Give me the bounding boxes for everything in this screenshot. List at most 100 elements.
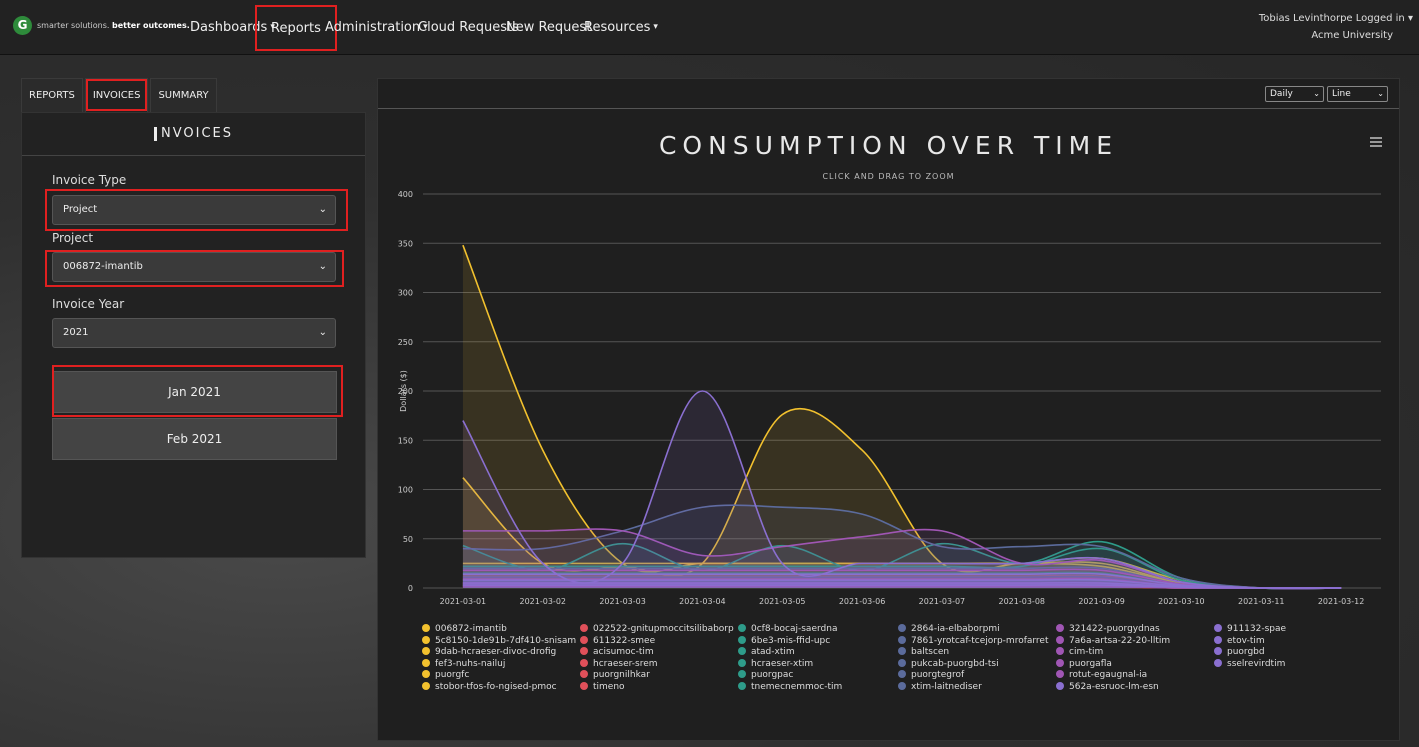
legend-dot-icon [580,635,588,644]
org-name: Acme University [1311,30,1393,41]
legend-label: sselrevirdtim [1227,658,1286,669]
legend-dot-icon [898,624,906,632]
project-select[interactable]: 006872-imantib ⌄ [52,252,336,282]
user-name: Tobias Levinthorpe Logged in [1258,13,1405,24]
legend-item[interactable]: pukcab-puorgbd-tsi [898,658,999,669]
legend-label: 6be3-mis-ffid-upc [751,635,831,646]
legend-item[interactable]: puorgnilhkar [580,670,650,680]
legend-item[interactable]: 562a-esruoc-lm-esn [1056,681,1159,692]
legend-item[interactable]: tnemecnemmoc-tim [738,681,843,692]
series-line-28[interactable] [462,585,1342,589]
report-tabs: REPORTS INVOICES SUMMARY [21,78,219,112]
legend-dot-icon [1056,647,1064,655]
legend-item[interactable]: 006872-imantib [422,624,507,634]
legend-label: 5c8150-1de91b-7df410-snisam [435,635,577,646]
legend-dot-icon [738,635,746,644]
invoice-year-select[interactable]: 2021 ⌄ [52,318,336,348]
legend-item[interactable]: etov-tim [1214,635,1265,646]
legend-item[interactable]: puorgtegrof [898,670,964,680]
y-tick-label: 50 [403,535,413,544]
legend-item[interactable]: puorgpac [738,670,793,680]
chevron-down-icon: ⌄ [1313,89,1320,98]
legend-item[interactable]: fef3-nuhs-nailuj [422,658,506,669]
invoice-type-select[interactable]: Project ⌄ [52,195,336,225]
chevron-down-icon: ⌄ [318,261,327,272]
legend-item[interactable]: 022522-gnitupmoccitsilibaborp [580,624,734,634]
logo-tagline: smarter solutions. better outcomes. [37,21,190,30]
interval-select[interactable]: Daily ⌄ [1265,86,1324,102]
legend-item[interactable]: hcraeser-xtim [738,658,814,669]
legend-item[interactable]: puorgbd [1214,647,1265,657]
legend-item[interactable]: 6be3-mis-ffid-upc [738,635,831,646]
legend-item[interactable]: 0cf8-bocaj-saerdna [738,624,837,634]
legend-label: tnemecnemmoc-tim [751,681,843,692]
legend-label: stobor-tfos-fo-ngised-pmoc [435,681,557,692]
series-line-33[interactable] [462,584,1342,589]
x-tick-label: 2021-03-07 [919,597,966,606]
tab-invoices[interactable]: INVOICES [84,78,149,112]
hamburger-menu-icon[interactable] [1370,137,1382,147]
month-button-feb-2021[interactable]: Feb 2021 [52,418,337,460]
nav-new-request[interactable]: New Request [506,19,592,35]
legend-item[interactable]: puorgfc [422,670,469,680]
legend-item[interactable]: rotut-egaugnal-ia [1056,670,1147,680]
legend-label: rotut-egaugnal-ia [1069,670,1148,680]
legend-item[interactable]: timeno [580,681,625,692]
nav-cloud-requests[interactable]: Cloud Requests [418,19,519,35]
chevron-down-icon: ⌄ [1377,89,1384,98]
legend-item[interactable]: 9dab-hcraeser-divoc-drofig [422,647,556,657]
x-tick-label: 2021-03-04 [679,597,726,606]
legend-dot-icon [1214,647,1222,655]
legend-dot-icon [1214,658,1222,667]
legend-dot-icon [422,681,430,690]
user-menu[interactable]: Tobias Levinthorpe Logged in ▾ Acme Univ… [1259,10,1413,44]
legend-item[interactable]: 7a6a-artsa-22-20-lltim [1056,635,1170,646]
legend-label: puorgbd [1227,647,1265,657]
tab-reports[interactable]: REPORTS [21,78,83,112]
nav-administration[interactable]: Administration ▾ [325,19,428,35]
legend-item[interactable]: 321422-puorgydnas [1056,624,1160,634]
legend-item[interactable]: 7861-yrotcaf-tcejorp-mrofarret [898,635,1049,646]
nav-reports[interactable]: Reports [255,5,337,51]
nav-dashboards[interactable]: Dashboards ▾ [190,19,275,35]
x-tick-label: 2021-03-03 [599,597,646,606]
tab-summary[interactable]: SUMMARY [150,78,217,112]
legend-label: puorgnilhkar [593,670,650,680]
legend-item[interactable]: stobor-tfos-fo-ngised-pmoc [422,681,557,692]
legend-dot-icon [738,681,746,690]
series-line-13[interactable] [462,547,1342,590]
nav-resources[interactable]: Resources ▾ [584,19,658,35]
invoices-panel: NVOICES Invoice Type Project ⌄ Project 00… [21,112,366,558]
legend-item[interactable]: atad-xtim [738,647,795,657]
legend-dot-icon [1214,624,1222,632]
legend-dot-icon [738,647,746,655]
month-button-jan-2021[interactable]: Jan 2021 [52,371,337,413]
legend-dot-icon [1056,658,1064,667]
legend-item[interactable]: 911132-spae [1214,624,1286,634]
legend-label: puorgpac [751,670,794,680]
series-line-18[interactable] [462,504,1342,590]
legend-item[interactable]: acisumoc-tim [580,647,654,657]
series-area-29 [462,391,1342,589]
legend-item[interactable]: sselrevirdtim [1214,658,1286,669]
chart-subtitle: CLICK AND DRAG TO ZOOM [822,172,955,181]
chevron-down-icon: ⌄ [318,327,327,338]
legend-item[interactable]: 611322-smee [580,635,655,646]
legend-item[interactable]: puorgafla [1056,658,1112,669]
legend-label: 022522-gnitupmoccitsilibaborp [593,624,734,634]
y-tick-label: 200 [398,387,413,396]
chart-type-select[interactable]: Line ⌄ [1327,86,1388,102]
legend-label: 321422-puorgydnas [1069,624,1160,634]
consumption-chart[interactable]: 0 50 100 150 200 250 300 350 400 Dollars ($) 2021-… [378,79,1399,740]
legend-label: fef3-nuhs-nailuj [435,658,506,669]
legend-item[interactable]: hcraeser-srem [580,658,658,669]
legend-item[interactable]: baltscen [898,647,949,657]
legend-label: hcraeser-xtim [751,658,814,669]
legend-item[interactable]: xtim-laitnediser [898,681,982,692]
legend-item[interactable]: 5c8150-1de91b-7df410-snisam [422,635,577,646]
legend-item[interactable]: 2864-ia-elbaborpmi [898,624,1000,634]
y-axis-label: Dollars ($) [399,370,408,412]
logo-icon[interactable]: G [13,16,32,35]
legend-item[interactable]: cim-tim [1056,647,1103,657]
legend-dot-icon [898,635,906,644]
